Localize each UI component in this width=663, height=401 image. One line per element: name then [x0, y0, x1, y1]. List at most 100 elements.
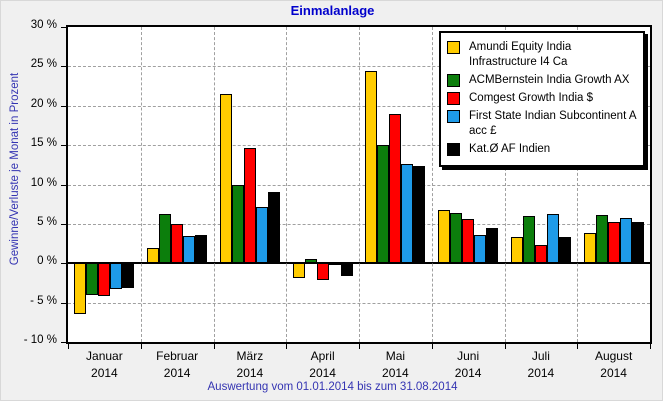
y-tick-label: 20 % — [30, 97, 57, 110]
y-tick-label: - 10 % — [23, 334, 57, 346]
y-tick-mark — [61, 263, 66, 265]
legend-item: First State Indian Subcontinent A acc £ — [447, 109, 637, 139]
month-name: Juni — [457, 349, 480, 363]
legend-swatch — [447, 143, 460, 156]
bar — [74, 263, 87, 314]
bar — [546, 213, 559, 264]
x-tick-label: Januar 2014 — [68, 348, 141, 382]
legend-label: Comgest Growth India $ — [469, 92, 594, 104]
bar — [183, 236, 196, 264]
x-tick-mark — [431, 344, 433, 349]
x-tick-label: April 2014 — [286, 348, 359, 382]
month-name: Mai — [385, 349, 406, 363]
bar — [110, 263, 123, 290]
y-tick-label: 0 % — [37, 255, 57, 268]
x-tick-label: August 2014 — [577, 348, 650, 382]
y-tick-mark — [61, 342, 66, 343]
legend-item: Kat.Ø AF Indien — [447, 142, 637, 157]
y-tick-mark — [61, 184, 66, 186]
bar — [522, 216, 535, 264]
v-gridline — [213, 27, 215, 342]
bar — [607, 222, 620, 264]
bar — [510, 237, 523, 264]
bar — [171, 223, 184, 264]
x-tick-mark — [577, 344, 579, 349]
legend-label: First State Indian Subcontinent A acc £ — [469, 110, 636, 137]
bar — [438, 210, 451, 264]
v-gridline — [431, 27, 433, 342]
x-tick-mark — [359, 344, 360, 349]
y-tick-label: 10 % — [30, 176, 57, 189]
month-year: 2014 — [91, 366, 118, 380]
y-tick-mark — [61, 223, 66, 225]
bar — [340, 263, 353, 276]
x-tick-label: Juni 2014 — [432, 348, 505, 382]
x-tick-label: März 2014 — [214, 348, 287, 382]
bar — [316, 263, 329, 280]
y-tick-label: 30 % — [30, 19, 57, 31]
bar — [243, 148, 256, 264]
month-name: April — [310, 349, 335, 363]
v-gridline — [577, 27, 579, 342]
y-tick-label: 5 % — [37, 215, 57, 228]
bar — [219, 93, 232, 264]
bar — [231, 185, 244, 264]
bar — [147, 247, 160, 264]
v-gridline — [140, 27, 142, 342]
chart-title: Einmalanlage — [290, 3, 375, 18]
x-tick-label: Mai 2014 — [359, 348, 432, 382]
legend-swatch — [447, 74, 460, 87]
y-tick-label: 15 % — [30, 137, 57, 150]
bar — [486, 227, 499, 264]
x-tick-mark — [140, 344, 142, 349]
legend-label: Amundi Equity India Infrastructure I4 Ca — [469, 41, 572, 68]
month-year: 2014 — [163, 366, 191, 380]
x-tick-mark — [650, 344, 651, 349]
month-year: 2014 — [382, 366, 409, 380]
bar — [462, 219, 475, 264]
legend-item: Amundi Equity India Infrastructure I4 Ca — [447, 40, 637, 70]
x-tick-mark — [213, 344, 215, 349]
bar — [377, 145, 390, 264]
y-tick-label: - 5 % — [30, 294, 57, 307]
bar — [328, 263, 341, 266]
v-gridline — [359, 27, 360, 342]
bar — [122, 263, 135, 288]
x-tick-label: Februar 2014 — [141, 348, 214, 382]
bar — [292, 263, 305, 279]
bar — [558, 237, 571, 264]
x-tick-label: Juli 2014 — [505, 348, 578, 382]
month-year: 2014 — [600, 366, 627, 380]
bar — [534, 245, 547, 264]
bar — [98, 263, 111, 296]
month-year: 2014 — [454, 366, 482, 380]
y-tick-mark — [61, 145, 66, 147]
bar — [365, 71, 378, 264]
y-tick-mark — [61, 302, 66, 304]
legend-label: ACMBernstein India Growth AX — [469, 74, 630, 86]
v-gridline — [286, 27, 288, 342]
evaluation-period: Auswertung vom 01.01.2014 bis zum 31.08.… — [207, 381, 458, 393]
bar — [450, 212, 463, 264]
month-name: August — [594, 349, 633, 363]
bar — [619, 217, 632, 264]
bar — [304, 258, 317, 264]
v-gridline — [504, 27, 506, 342]
x-tick-mark — [286, 344, 288, 349]
y-tick-mark — [61, 66, 66, 68]
bar — [86, 263, 99, 295]
bar — [474, 234, 487, 264]
month-name: Januar — [86, 349, 123, 363]
x-tick-mark — [68, 344, 69, 349]
bar — [413, 165, 426, 264]
month-year: 2014 — [309, 366, 336, 380]
bar — [631, 222, 644, 264]
legend-swatch — [447, 110, 460, 123]
x-tick-mark — [504, 344, 506, 349]
bar — [255, 206, 268, 264]
bar — [389, 114, 402, 264]
month-name: Februar — [156, 349, 199, 363]
y-tick-mark — [61, 27, 66, 28]
bar — [195, 234, 208, 264]
